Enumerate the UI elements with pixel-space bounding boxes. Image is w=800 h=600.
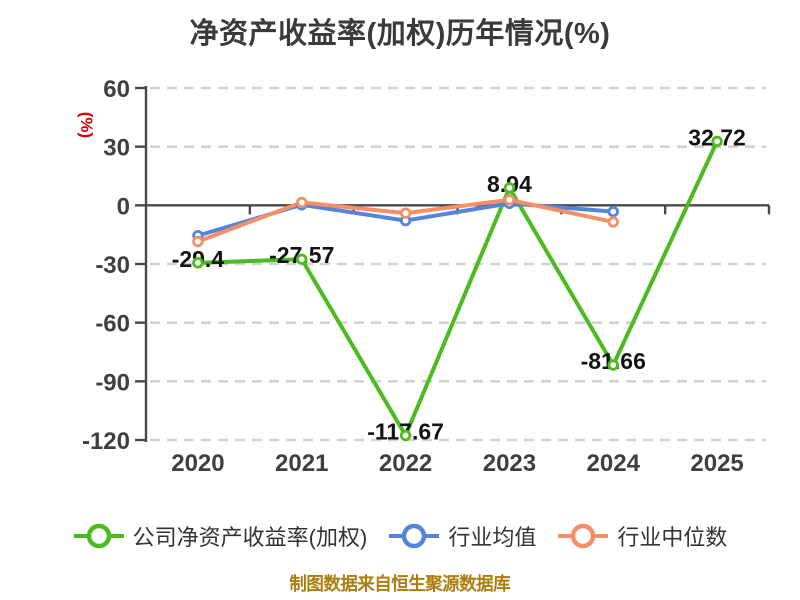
data-point-s0-2025 xyxy=(711,135,723,148)
data-point-s0-2020 xyxy=(192,257,204,269)
y-tick-label: -60 xyxy=(95,311,130,338)
legend-item-industry-median[interactable]: 行业中位数 xyxy=(557,520,727,552)
y-tick-label: 30 xyxy=(103,135,130,162)
legend-label-industry-average: 行业均值 xyxy=(448,525,537,550)
y-tick-label: 0 xyxy=(117,193,130,220)
y-tick-label: 60 xyxy=(103,76,130,103)
industry-average-series-marker-icon xyxy=(389,523,440,549)
legend: 公司净资产收益率(加权) 行业均值 行业中位数 xyxy=(0,520,800,552)
x-tick-label-2021: 2021 xyxy=(275,450,328,477)
y-tick-label: -90 xyxy=(95,369,130,396)
data-point-s0-2022 xyxy=(399,429,412,442)
data-point-s0-2024 xyxy=(607,359,619,371)
x-tick-label-2022: 2022 xyxy=(379,450,432,477)
company-roe-series-marker-icon xyxy=(73,523,124,549)
legend-label-company-roe: 公司净资产收益率(加权) xyxy=(132,525,368,550)
series-line-0 xyxy=(195,139,720,438)
data-point-s1-2024 xyxy=(607,205,619,218)
y-tick-label: -120 xyxy=(82,428,130,455)
industry-median-series-marker-icon xyxy=(558,523,609,549)
y-tick-label: -30 xyxy=(95,252,130,279)
legend-item-company-roe[interactable]: 公司净资产收益率(加权) xyxy=(73,520,368,552)
legend-label-industry-median: 行业中位数 xyxy=(617,525,728,550)
chart-title: 净资产收益率(加权)历年情况(%) xyxy=(189,18,611,50)
data-point-s2-2024 xyxy=(607,216,619,228)
data-point-s2-2020 xyxy=(192,235,204,248)
legend-item-industry-average[interactable]: 行业均值 xyxy=(388,520,536,552)
data-point-s0-2021 xyxy=(296,253,308,265)
x-tick-label-2023: 2023 xyxy=(483,450,536,477)
x-tick-label-2025: 2025 xyxy=(690,450,743,477)
data-point-s0-2023 xyxy=(503,182,516,194)
data-point-s2-2023 xyxy=(503,194,516,206)
x-tick-label-2020: 2020 xyxy=(171,450,224,477)
data-source-caption: 制图数据来自恒生聚源数据库 xyxy=(289,574,511,594)
data-point-s2-2021 xyxy=(296,196,308,209)
data-point-s2-2022 xyxy=(399,207,412,219)
x-tick-label-2024: 2024 xyxy=(587,450,641,477)
